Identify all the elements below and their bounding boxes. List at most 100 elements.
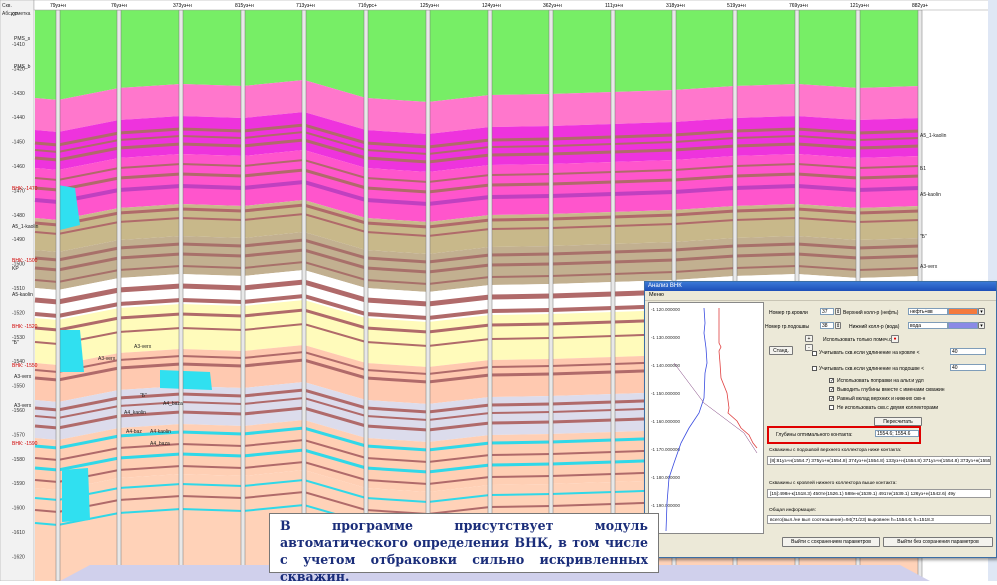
well-column[interactable] <box>363 9 369 581</box>
interbed-line <box>34 179 921 207</box>
well-header[interactable]: 815уз+н <box>235 3 254 9</box>
well-column[interactable] <box>425 9 431 581</box>
depth-label: Глубины оптимального контакта: <box>776 432 853 438</box>
interbed-line <box>34 203 921 229</box>
well-header[interactable]: 111уз+н <box>605 3 623 9</box>
depth-tick: -1520 <box>12 310 25 316</box>
well-header[interactable]: 79уз+н <box>50 3 66 9</box>
plot-tick: -1 120.000000 <box>651 307 681 312</box>
plus-button[interactable]: + <box>805 335 813 342</box>
top-num-input[interactable]: 37 <box>820 308 834 315</box>
lower-collector-dropdown[interactable]: ▾ <box>978 322 985 329</box>
lower-wells-list[interactable]: [15]:498н-к(1518.3) 450те(1526.1) 588н-к… <box>767 489 991 498</box>
upper-wells-list[interactable]: [8]:81уз+н(1554.7) 375уз+н(1554.8) 374уз… <box>767 456 991 465</box>
well-header[interactable]: 124уз+н <box>482 3 501 9</box>
option-checkbox[interactable]: ✓ <box>829 378 835 384</box>
depth-tick: -1610 <box>12 530 25 536</box>
chk1-value[interactable]: 40 <box>950 348 986 355</box>
lower-wells-label: Скважины с кровлей нижнего коллектора вы… <box>769 481 897 486</box>
well-column[interactable] <box>116 9 122 581</box>
depth-value[interactable]: 1554.6; 1554.6 <box>875 430 919 437</box>
well-header[interactable]: 318уз+н <box>666 3 685 9</box>
depth-tick: -1470 <box>12 188 25 194</box>
depth-tick: -1560 <box>12 408 25 414</box>
well-header[interactable]: 76уз+н <box>111 3 127 9</box>
contact-plot-ticks: -1 120.000000 -1 130.000000 -1 140.000000 -… <box>651 307 681 508</box>
top-num-spinner[interactable]: ⇕ <box>835 308 841 315</box>
option-checkbox[interactable]: ✓ <box>829 396 835 402</box>
well-column[interactable] <box>487 9 493 581</box>
horizon-label: A5_1-kaolin <box>12 224 39 230</box>
horizon-label: PMS_b <box>14 64 31 70</box>
well-header[interactable]: 882уз+ <box>912 3 928 9</box>
chk2-value[interactable]: 40 <box>950 364 986 371</box>
well-header[interactable]: 121уз+н <box>850 3 869 9</box>
depth-tick: -1440 <box>12 115 25 121</box>
well-column[interactable] <box>301 9 307 581</box>
depth-tick: -1510 <box>12 286 25 292</box>
horizon-label: ВНК: -1550 <box>12 363 38 369</box>
depth-tick: -1530 <box>12 335 25 341</box>
horizon-label: A4_baza <box>150 441 170 447</box>
horizon-label: PMS_s <box>14 36 31 42</box>
recalc-button[interactable]: Пересчитать <box>874 417 922 426</box>
option-checkbox[interactable]: ✓ <box>829 387 835 393</box>
well-header[interactable]: 71бурс+ <box>358 3 377 9</box>
depth-tick: -1570 <box>12 432 25 438</box>
depth-tick: -1430 <box>12 91 25 97</box>
horizon-label: A5-kaolin <box>12 292 33 298</box>
depth-tick: -1550 <box>12 384 25 390</box>
left-horizon-labels: KP PMS_s PMS_b ВНК: -1470 A5_1-kaolin ВНК: -1… <box>11 12 39 447</box>
horizon-label: "Б" <box>140 393 147 399</box>
interbed-line <box>34 138 921 164</box>
well-header[interactable]: 519уз+н <box>727 3 746 9</box>
interbed-line <box>34 248 921 274</box>
stand-button[interactable]: Станд. <box>769 346 793 355</box>
depth-tick: -1480 <box>12 213 25 219</box>
cyan-patch <box>62 468 90 522</box>
horizon-label: A3-verx <box>14 403 32 409</box>
horizon-label: Б1 <box>920 166 926 172</box>
interbed-line <box>34 158 921 184</box>
well-column[interactable] <box>240 9 246 581</box>
upper-collector-select[interactable]: нефть+вв <box>908 308 948 315</box>
well-header[interactable]: 362уз+н <box>543 3 562 9</box>
well-header-strip <box>33 0 997 11</box>
info-label: Общая информация: <box>769 508 816 513</box>
upper-collector-label: Верхний колл-р (нефть) <box>843 310 899 316</box>
use-only-button[interactable]: ● <box>891 335 899 343</box>
lower-collector-select[interactable]: вода <box>908 322 948 329</box>
chk2-checkbox[interactable] <box>812 366 817 371</box>
well-header[interactable]: 373уз+н <box>173 3 192 9</box>
menu-item[interactable]: Меню <box>649 292 664 298</box>
upper-collector-dropdown[interactable]: ▾ <box>978 308 985 315</box>
lower-collector-color[interactable] <box>948 322 978 329</box>
horizon-label: A4_kaolin <box>124 410 146 416</box>
well-column[interactable] <box>548 9 554 581</box>
bot-num-spinner[interactable]: ⇕ <box>835 322 841 329</box>
upper-wells-label: Скважины с подошвой верхнего коллектора … <box>769 448 902 453</box>
well-header[interactable]: 125уз+н <box>420 3 439 9</box>
upper-collector-color[interactable] <box>948 308 978 315</box>
dialog-titlebar: Анализ ВНК <box>645 282 996 291</box>
depth-tick: -1420 <box>12 66 25 72</box>
bot-num-input[interactable]: 38 <box>820 322 834 329</box>
save-exit-button[interactable]: Выйти с сохранением параметров <box>782 537 880 547</box>
chk2-label: Учитывать скв.если удлинение на подошве … <box>819 366 925 372</box>
well-column[interactable] <box>610 9 616 581</box>
well-header[interactable]: 713уз+н <box>296 3 315 9</box>
plot-tick: -1 140.000000 <box>651 363 681 368</box>
depth-tick: -1410 <box>12 42 25 48</box>
minus-button[interactable]: - <box>805 344 813 351</box>
depth-tick: -1500 <box>12 262 25 268</box>
well-header[interactable]: 769уз+н <box>789 3 808 9</box>
depth-ticks: -1410 -1420 -1430 -1440 -1450 -1460 -1470 -1480… <box>12 42 25 560</box>
horizon-label: A4_baza <box>163 401 183 407</box>
well-column[interactable] <box>178 9 184 581</box>
well-column[interactable] <box>55 9 61 581</box>
option-checkbox[interactable] <box>829 405 834 410</box>
chk1-checkbox[interactable] <box>812 351 817 356</box>
depth-highlight-frame <box>767 426 921 444</box>
depth-header: Абс.отметка <box>2 11 31 17</box>
nosave-exit-button[interactable]: Выйти без сохранения параметров <box>883 537 993 547</box>
